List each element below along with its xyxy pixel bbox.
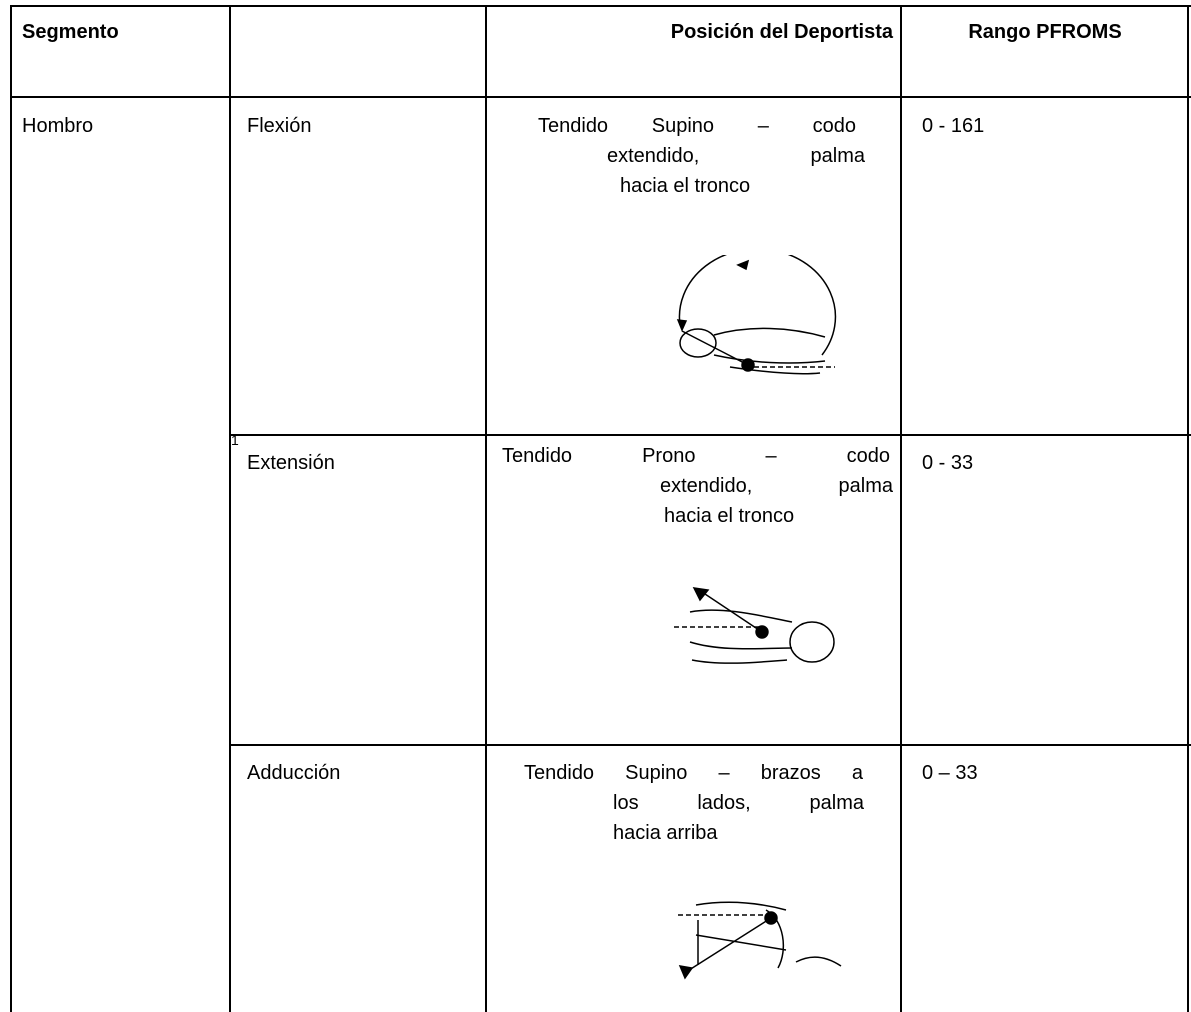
header-cell: Posición del Deportista	[670, 21, 893, 43]
position-line: Tendido Supino – brazos a	[524, 762, 863, 784]
movement-cell: Extensión	[247, 452, 335, 474]
adduction-illustration	[678, 901, 842, 980]
table-border	[229, 5, 231, 1012]
position-line: hacia el tronco	[620, 175, 751, 197]
movement-cell: Adducción	[247, 762, 341, 784]
table-border	[1187, 5, 1189, 1012]
position-line: los lados, palma	[613, 792, 864, 814]
header-cell: Segmento	[22, 21, 119, 43]
range-cell: 0 – 33	[922, 762, 978, 784]
range-cell: 0 - 33	[922, 452, 974, 474]
position-line: hacia el tronco	[664, 505, 795, 527]
position-line: Tendido Supino – codo	[538, 115, 856, 137]
header-cell: Rango PFROMS	[968, 21, 1122, 43]
footnote-mark: 1	[231, 432, 239, 448]
table-border	[10, 5, 1191, 7]
flexion-illustration	[676, 255, 837, 375]
position-line: extendido, palma	[607, 145, 865, 167]
extension-illustration	[674, 587, 835, 664]
table-border	[900, 5, 902, 1012]
segment-cell: Hombro	[22, 115, 94, 137]
table-border	[229, 744, 1191, 746]
position-line: extendido, palma	[660, 475, 893, 497]
position-line: Tendido Prono – codo	[502, 445, 890, 467]
table-border	[229, 434, 1191, 436]
table-border	[10, 96, 1191, 98]
movement-cell: Flexión	[247, 115, 312, 137]
range-cell: 0 - 161	[922, 115, 985, 137]
position-line: hacia arriba	[613, 822, 718, 844]
table-border	[10, 5, 12, 1012]
table-border	[485, 5, 487, 1012]
